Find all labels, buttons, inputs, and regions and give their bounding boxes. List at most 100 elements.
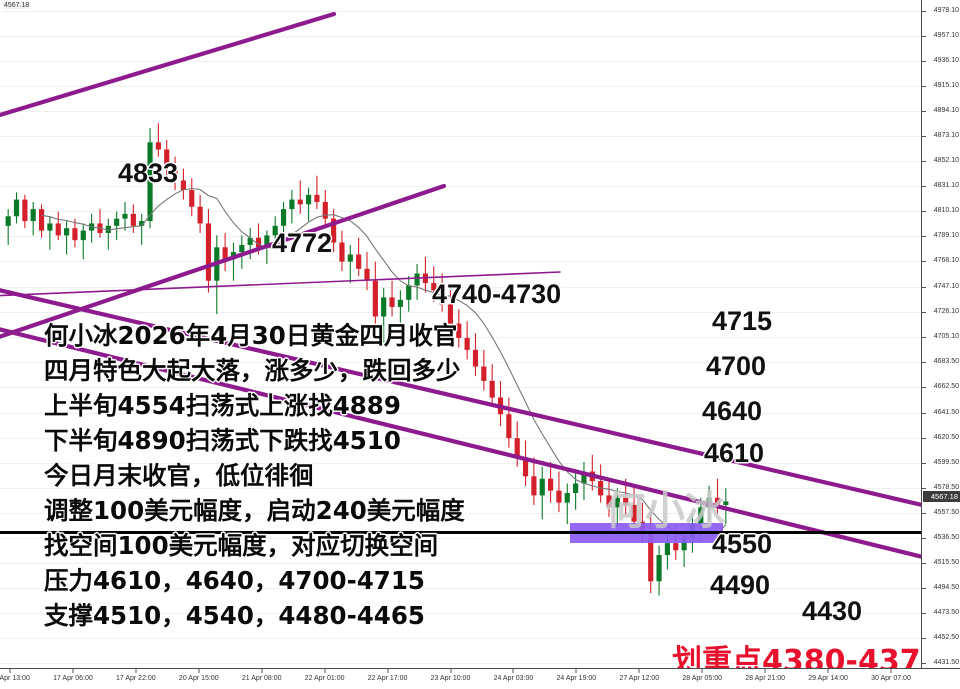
time-tick-label: 28 Apr 05:00 <box>682 675 723 682</box>
price-tick-label: 4431.50 <box>933 659 959 666</box>
price-tick-mark <box>922 336 926 338</box>
price-level-4740-4730: 4740-4730 <box>432 279 562 309</box>
price-tick-mark <box>922 362 926 364</box>
time-tick-label: 24 Apr 03:00 <box>493 675 534 682</box>
time-tick-mark <box>198 669 200 673</box>
gridline <box>0 437 921 439</box>
price-tick-mark <box>922 587 926 589</box>
price-axis[interactable]: 4978.10 4957.10 4936.10 4915.10 4894.10 4873.… <box>921 0 960 668</box>
time-tick-mark <box>512 669 514 673</box>
gridline <box>0 161 921 163</box>
analysis-line: 找空间100美元幅度，对应切换空间 <box>44 531 439 560</box>
gridline <box>0 587 921 589</box>
price-tick-label: 4494.50 <box>933 583 959 591</box>
price-tick-label: 4662.50 <box>933 383 959 391</box>
time-tick-mark <box>890 669 892 673</box>
price-tick-mark <box>922 11 926 12</box>
gridline <box>0 663 921 664</box>
price-tick-mark <box>922 186 926 188</box>
black-support-line <box>0 531 921 534</box>
price-tick-mark <box>922 612 926 614</box>
price-level-4715: 4715 <box>712 306 773 336</box>
analysis-line: 上半旬4554扫荡式上涨找4889 <box>44 391 401 420</box>
price-tick-label: 4915.10 <box>933 82 959 90</box>
analysis-line: 今日月末收官，低位徘徊 <box>44 461 314 490</box>
trendline-thin-flat-line[interactable] <box>0 271 561 297</box>
price-tick-label: 4473.50 <box>933 608 959 616</box>
gridline <box>0 387 921 389</box>
gridline <box>0 362 921 364</box>
gridline <box>0 612 921 614</box>
author-watermark: 何小冰 <box>605 488 725 534</box>
current-price-badge: 4567.18 <box>923 491 960 502</box>
time-tick-mark <box>701 669 703 673</box>
price-level-4640: 4640 <box>702 396 763 426</box>
price-tick-mark <box>922 286 926 288</box>
price-tick-label: 4978.10 <box>933 7 959 14</box>
gridline <box>0 286 921 288</box>
price-level-4610: 4610 <box>704 438 765 468</box>
gridline <box>0 637 921 639</box>
price-tick-mark <box>922 412 926 414</box>
trendline-upper-rising-resistance[interactable] <box>0 11 337 118</box>
price-tick-label: 4936.10 <box>933 57 959 65</box>
time-tick-mark <box>764 669 766 673</box>
price-tick-mark <box>922 111 926 113</box>
price-tick-mark <box>922 136 926 138</box>
gridline <box>0 311 921 313</box>
price-tick-mark <box>922 236 926 238</box>
price-chart-plot[interactable]: 何小冰 何小冰2026年4月30日黄金四月收官 四月特色大起大落，涨多少，跌回多少… <box>0 0 921 668</box>
gridline <box>0 111 921 113</box>
time-tick-mark <box>387 669 389 673</box>
price-tick-label: 4726.10 <box>933 307 959 315</box>
price-tick-label: 4620.50 <box>933 433 959 441</box>
price-tick-label: 4768.10 <box>933 257 959 265</box>
trendline-upper-falling-resistance[interactable] <box>0 288 921 508</box>
price-tick-label: 4557.50 <box>933 508 959 516</box>
price-tick-label: 4747.10 <box>933 282 959 290</box>
analysis-line: 何小冰2026年4月30日黄金四月收官 <box>44 321 458 350</box>
price-tick-label: 4705.10 <box>933 332 959 340</box>
time-tick-mark <box>261 669 263 673</box>
price-tick-mark <box>922 261 926 263</box>
price-tick-mark <box>922 86 926 88</box>
price-level-4490: 4490 <box>710 570 771 600</box>
price-tick-label: 4578.50 <box>933 483 959 491</box>
gridline <box>0 136 921 138</box>
gridline <box>0 537 921 539</box>
price-tick-mark <box>922 311 926 313</box>
price-tick-mark <box>922 161 926 163</box>
price-tick-mark <box>922 537 926 539</box>
time-tick-label: 30 Apr 07:00 <box>871 675 911 682</box>
trendline-mid-falling-resistance[interactable] <box>0 327 921 560</box>
time-tick-mark <box>575 669 577 673</box>
time-axis[interactable]: 16 Apr 13:00 17 Apr 06:00 17 Apr 22:00 20 A… <box>0 668 960 689</box>
moving-average-line <box>41 187 727 540</box>
price-tick-mark <box>922 637 926 639</box>
time-tick-label: 20 Apr 15:00 <box>178 675 219 682</box>
time-tick-mark <box>450 669 451 673</box>
price-tick-label: 4873.10 <box>933 132 959 140</box>
analysis-line: 压力4610，4640，4700-4715 <box>44 566 425 595</box>
time-tick-label: 24 Apr 19:00 <box>556 675 597 682</box>
key-focus-note: 划重点4380-4370 <box>672 644 921 668</box>
gridline <box>0 487 921 489</box>
time-tick-label: 16 Apr 13:00 <box>0 675 30 682</box>
price-tick-mark <box>922 562 926 564</box>
price-tick-label: 4599.50 <box>933 458 959 466</box>
price-tick-mark <box>922 61 926 63</box>
price-level-4833: 4833 <box>118 158 179 188</box>
price-tick-label: 4894.10 <box>933 107 959 115</box>
analysis-line: 调整100美元幅度，启动240美元幅度 <box>44 496 465 525</box>
analysis-line: 支撑4510，4540，4480-4465 <box>44 601 425 630</box>
time-tick-label: 22 Apr 01:00 <box>304 675 345 682</box>
trendline-lower-rising-support[interactable] <box>0 183 447 340</box>
gridline <box>0 512 921 514</box>
price-level-4772: 4772 <box>272 228 333 258</box>
time-tick-label: 21 Apr 08:00 <box>241 675 282 682</box>
gridline <box>0 236 921 238</box>
price-tick-mark <box>922 462 926 464</box>
price-tick-mark <box>922 211 926 213</box>
price-tick-mark <box>922 487 926 489</box>
time-tick-mark <box>827 669 829 673</box>
